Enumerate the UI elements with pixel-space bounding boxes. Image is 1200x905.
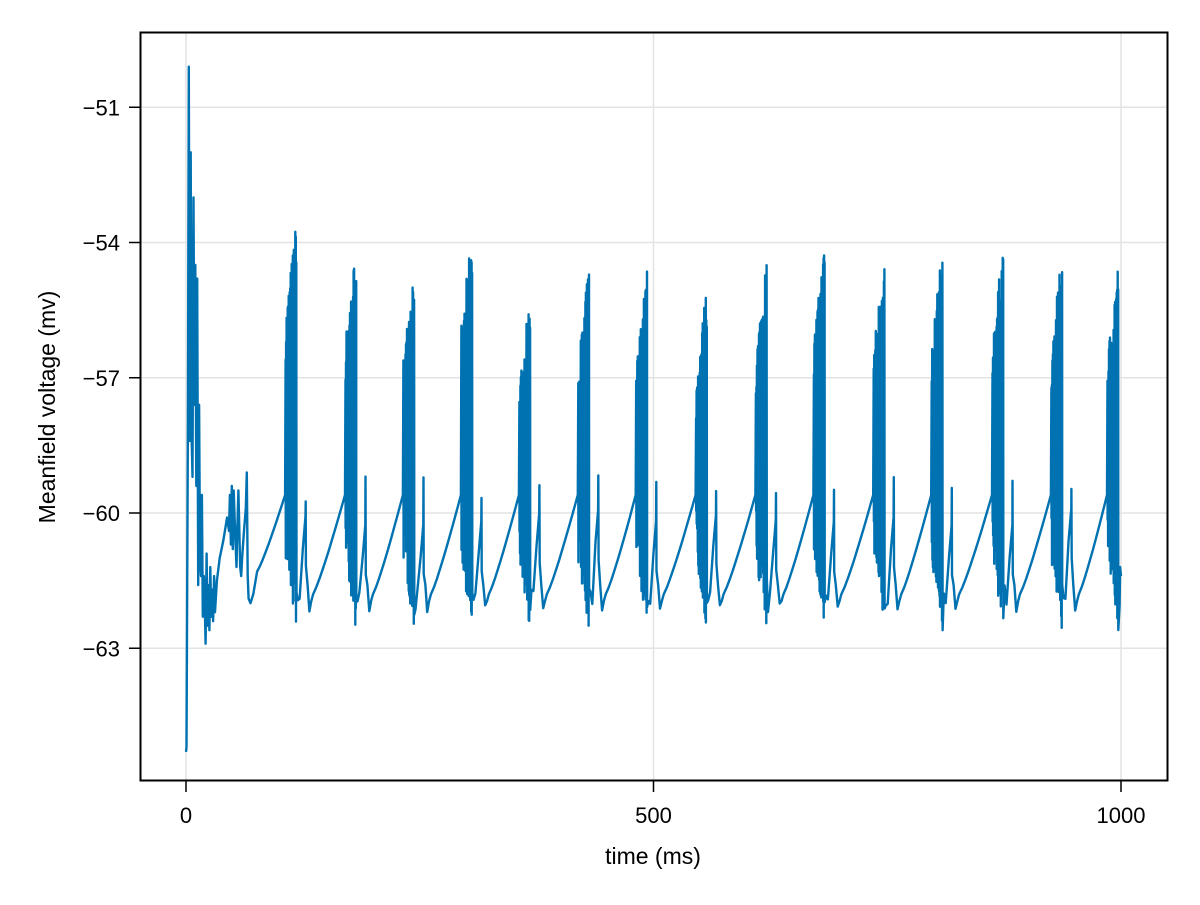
plot-area xyxy=(184,65,1123,753)
y-tick-label: −60 xyxy=(83,501,120,526)
voltage-series-line xyxy=(184,65,1123,753)
y-axis-label: Meanfield voltage (mv) xyxy=(34,291,60,524)
x-tick-label: 500 xyxy=(635,803,672,828)
x-tick-label: 0 xyxy=(180,803,192,828)
y-tick-label: −51 xyxy=(83,95,120,120)
grid-lines xyxy=(141,33,1167,780)
y-tick-label: −63 xyxy=(83,636,120,661)
y-tick-label: −57 xyxy=(83,366,120,391)
y-tick-label: −54 xyxy=(83,231,120,256)
x-axis-label: time (ms) xyxy=(605,843,701,869)
x-tick-label: 1000 xyxy=(1097,803,1146,828)
x-axis-ticks: 0 500 1000 xyxy=(180,781,1146,828)
y-axis-ticks: −51 −54 −57 −60 −63 xyxy=(83,95,140,661)
plot-frame xyxy=(139,31,1169,782)
